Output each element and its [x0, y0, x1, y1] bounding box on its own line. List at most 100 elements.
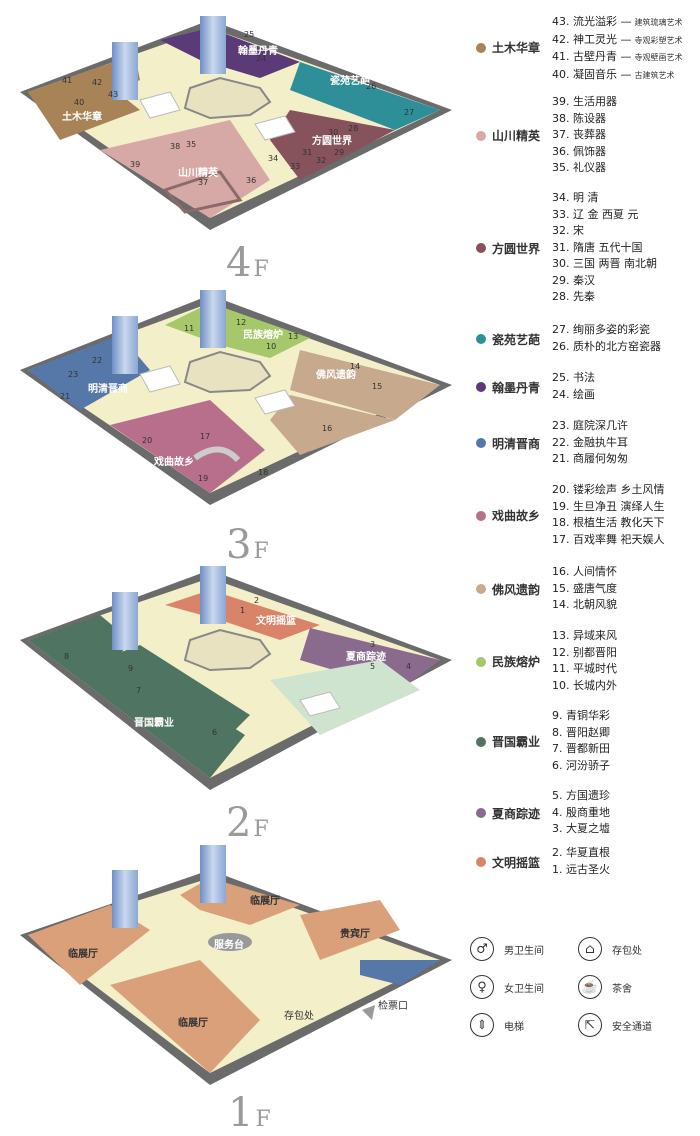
room-number: 42 — [92, 78, 103, 87]
facility-teahouse: ☕ 茶舍 — [578, 975, 632, 999]
legend-group-name: 土木华章 — [492, 41, 541, 55]
room-number: 11 — [184, 324, 195, 333]
ticket-arrow-icon — [362, 1005, 375, 1020]
room-number: 14 — [350, 362, 361, 371]
legend-item: 43. 流光溢彩 — 建筑琉璃艺术 — [552, 15, 683, 28]
legend-item: 26. 质朴的北方窑瓷器 — [552, 339, 661, 353]
legend-list: 43. 流光溢彩 — 建筑琉璃艺术 42. 神工灵光 — 寺观彩塑艺术 41. 古壁丹青… — [552, 14, 683, 84]
legend-item: 27. 绚丽多姿的彩瓷 — [552, 323, 650, 336]
legend-item: 17. 百戏率舞 祀天娱人 — [552, 532, 665, 546]
room-number: 1 — [240, 606, 246, 615]
legend-item: 41. 古壁丹青 — 寺观壁画艺术 — [552, 50, 683, 63]
facility-luggage: ⌂ 存包处 — [578, 937, 642, 961]
zone-label-4f-shanchuan: 山川精英 — [178, 168, 218, 179]
service-desk-label: 服务台 — [214, 940, 244, 951]
facility-elevator: ⇕ 电梯 — [470, 1013, 524, 1037]
legend-group-name: 翰墨丹青 — [492, 380, 541, 395]
zone-label-2f-jinguo: 晋国霸业 — [134, 718, 174, 729]
legend-item: 19. 生旦净丑 演绎人生 — [552, 499, 665, 513]
zone-1f-temp3 — [110, 960, 260, 1073]
room-number: 4 — [406, 662, 412, 671]
legend-item: 2. 华夏直根 — [552, 846, 610, 859]
room-number: 27 — [404, 108, 415, 117]
legend-color-dot — [476, 736, 486, 747]
legend-list: 25. 书法 24. 绘画 — [552, 370, 595, 403]
legend-item: 13. 异域来风 — [552, 629, 617, 642]
floor-2f-map — [20, 566, 452, 790]
legend-item: 32. 宋 — [552, 224, 584, 237]
room-number: 43 — [108, 90, 119, 99]
zone-label-1f-vip: 贵宾厅 — [340, 929, 370, 940]
legend-item: 18. 根植生活 教化天下 — [552, 516, 665, 529]
room-number: 16 — [322, 424, 333, 433]
zone-label-4f-fangyuan: 方圆世界 — [312, 136, 352, 147]
legend-item: 34. 明 清 — [552, 191, 599, 204]
room-number: 7 — [136, 686, 142, 695]
legend-color-dot — [476, 438, 486, 449]
legend-list: 23. 庭院深几许 22. 金融执牛耳 21. 商履何匆匆 — [552, 418, 628, 468]
room-number: 23 — [68, 370, 79, 379]
room-number: 6 — [212, 728, 218, 737]
room-number: 25 — [244, 30, 255, 39]
zone-4f-hanmo — [160, 28, 300, 78]
legend-item: 37. 丧葬器 — [552, 128, 606, 141]
room-number: 5 — [370, 662, 376, 671]
room-number: 29 — [334, 148, 345, 157]
room-number: 41 — [62, 76, 73, 85]
legend-group: 晋国霸业 — [476, 733, 540, 750]
zone-4f-tumuhuazhang — [28, 70, 140, 140]
service-desk-shape — [208, 933, 252, 951]
legend-item: 3. 大夏之墟 — [552, 822, 610, 835]
zone-label-3f-xiqu: 戏曲故乡 — [154, 457, 194, 468]
room-number: 3 — [370, 640, 376, 649]
legend-group: 戏曲故乡 — [476, 507, 540, 524]
room-number: 12 — [236, 318, 247, 327]
legend-color-dot — [476, 334, 486, 344]
zone-label-2f-xiashang: 夏商踪迹 — [346, 652, 386, 663]
legend-group-name: 瓷苑艺葩 — [492, 332, 541, 347]
legend-group-name: 方圆世界 — [492, 241, 541, 256]
floor-label-3f: 3F — [226, 522, 269, 568]
safety-exit-icon: ⇱ — [578, 1013, 602, 1037]
room-number: 40 — [74, 98, 85, 107]
room-number: 30 — [328, 128, 339, 137]
legend-item: 20. 镂彩绘声 乡土风情 — [552, 483, 665, 496]
room-number: 34 — [268, 154, 279, 163]
legend-list: 27. 绚丽多姿的彩瓷 26. 质朴的北方窑瓷器 — [552, 322, 661, 355]
elevator-icon: ⇕ — [470, 1013, 494, 1037]
legend-list: 39. 生活用器 38. 陈设器 37. 丧葬器 36. 佩饰器 35. 礼仪器 — [552, 94, 617, 177]
room-number: 26 — [366, 82, 377, 91]
legend-color-dot — [476, 510, 486, 521]
legend-group-name: 佛风遗韵 — [492, 582, 541, 597]
legend-item: 40. 凝固音乐 — 古建筑艺术 — [552, 67, 675, 81]
legend-item: 39. 生活用器 — [552, 95, 617, 108]
zone-2f-jinguo — [28, 615, 245, 778]
legend-list: 16. 人间情怀 15. 盛唐气度 14. 北朝风貌 — [552, 564, 617, 614]
legend-item: 15. 盛唐气度 — [552, 581, 617, 595]
zone-label-1f-temp1: 临展厅 — [68, 949, 98, 960]
zone-2f-xiashang — [300, 628, 440, 690]
legend-item: 42. 神工灵光 — 寺观彩塑艺术 — [552, 32, 683, 46]
legend-item: 38. 陈设器 — [552, 111, 606, 125]
legend-item: 31. 隋唐 五代十国 — [552, 240, 643, 254]
room-number: 36 — [246, 176, 257, 185]
legend-list: 34. 明 清 33. 辽 金 西夏 元 32. 宋 31. 隋唐 五代十国 30. 三… — [552, 190, 657, 306]
legend-group: 明清晋商 — [476, 435, 540, 452]
legend-item: 12. 别都晋阳 — [552, 645, 617, 659]
legend-group: 山川精英 — [476, 127, 540, 144]
floor-label-2f: 2F — [226, 800, 269, 846]
floor-label-1f: 1F — [228, 1090, 271, 1136]
zone-label-3f-minzu: 民族熔炉 — [243, 330, 283, 341]
legend-item: 24. 绘画 — [552, 387, 595, 401]
legend-list: 5. 方国遗珍 4. 殷商重地 3. 大夏之墟 — [552, 788, 610, 838]
room-number: 17 — [200, 432, 211, 441]
room-number: 18 — [258, 468, 269, 477]
zone-label-3f-mingqing: 明清晋商 — [88, 384, 128, 395]
legend-group-name: 晋国霸业 — [492, 735, 541, 749]
luggage-icon: ⌂ — [578, 937, 602, 961]
room-number: 39 — [130, 160, 141, 169]
legend-item: 14. 北朝风貌 — [552, 598, 617, 611]
legend-group-name: 山川精英 — [492, 129, 541, 144]
legend-item: 21. 商履何匆匆 — [552, 452, 628, 465]
room-number: 21 — [60, 392, 71, 401]
